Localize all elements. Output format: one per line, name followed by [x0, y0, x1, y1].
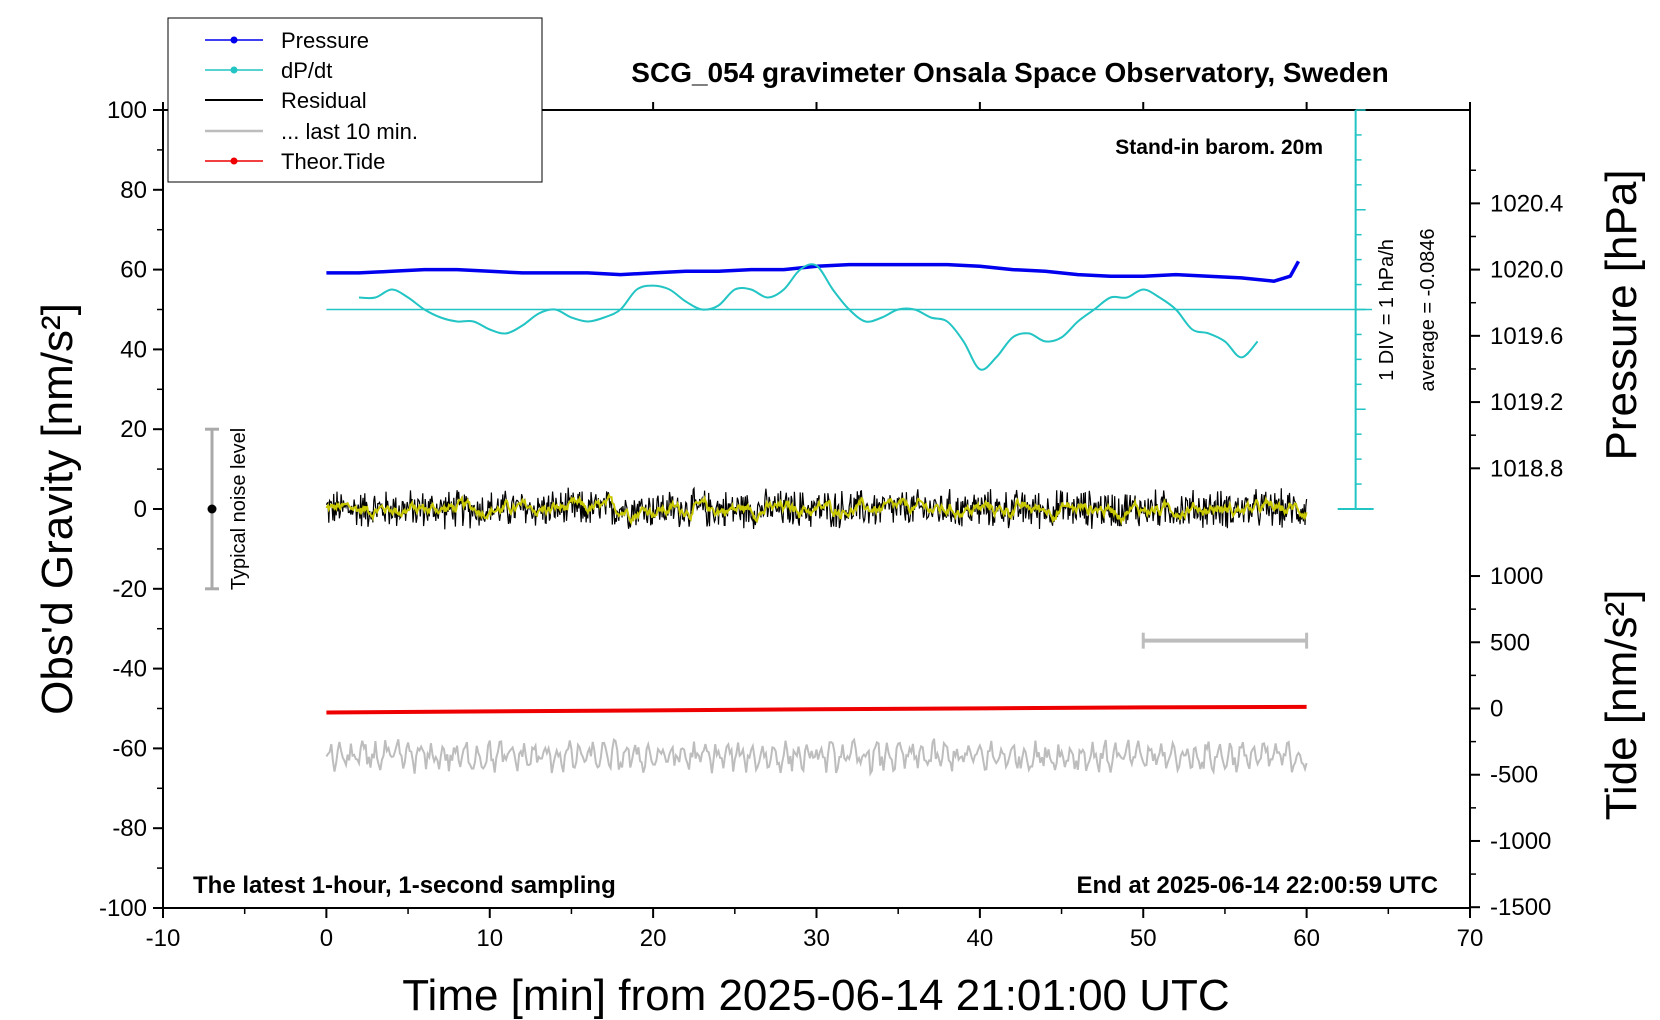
- series-layer: [205, 109, 1374, 777]
- y-axis-title-left: Obs'd Gravity [nm/s²]: [33, 303, 82, 715]
- tide-line: [326, 704, 1307, 715]
- legend-dot-pressure: [230, 36, 238, 44]
- y-axis-title-tide: Tide [nm/s²]: [1597, 590, 1646, 821]
- pressure-tick-label: 1018.8: [1490, 455, 1563, 482]
- y-tick-label: -20: [112, 576, 147, 603]
- y-tick-label: 60: [120, 257, 147, 284]
- y-tick-label: 0: [134, 496, 147, 523]
- x-tick-label: 30: [803, 925, 830, 952]
- y-tick-label: 20: [120, 416, 147, 443]
- legend-label-last10: ... last 10 min.: [281, 119, 418, 144]
- y-tick-label: -100: [99, 895, 147, 922]
- tide-tick-label: 1000: [1490, 563, 1543, 590]
- y-tick-label: -80: [112, 815, 147, 842]
- x-tick-label: 70: [1457, 925, 1484, 952]
- latest-note: The latest 1-hour, 1-second sampling: [193, 872, 616, 899]
- legend-label-tide: Theor.Tide: [281, 149, 385, 174]
- noise-label: Typical noise level: [228, 428, 250, 590]
- x-tick-label: 60: [1293, 925, 1320, 952]
- dpdt-line: [358, 263, 1259, 371]
- y-tick-label: -40: [112, 656, 147, 683]
- y-tick-label: 80: [120, 177, 147, 204]
- noise-bar-center: [207, 504, 217, 514]
- pressure-tick-label: 1019.2: [1490, 389, 1563, 416]
- legend-label-dpdt: dP/dt: [281, 58, 332, 83]
- average-label: average = -0.0846: [1417, 229, 1439, 392]
- y-tick-label: 40: [120, 336, 147, 363]
- y-tick-label: 100: [107, 97, 147, 124]
- residual-smooth-line: [325, 492, 1308, 526]
- legend-label-pressure: Pressure: [281, 28, 369, 53]
- x-tick-label: 40: [967, 925, 994, 952]
- last10-line: [325, 737, 1308, 777]
- legend-dot-tide: [230, 157, 238, 165]
- x-tick-label: 0: [320, 925, 333, 952]
- end-note: End at 2025-06-14 22:00:59 UTC: [1077, 872, 1439, 899]
- ticks-layer: -10 0 10 20 30 40 50 60 70100806040200-20-40-60-…: [99, 97, 1563, 952]
- x-axis-title: Time [min] from 2025-06-14 21:01:00 UTC: [402, 971, 1229, 1020]
- x-tick-label: 50: [1130, 925, 1157, 952]
- barometer-note: Stand-in barom. 20m: [1115, 136, 1323, 159]
- tide-tick-label: -1500: [1490, 894, 1551, 921]
- tide-tick-label: 500: [1490, 629, 1530, 656]
- chart-title: SCG_054 gravimeter Onsala Space Observat…: [631, 57, 1388, 88]
- x-tick-label: 10: [476, 925, 503, 952]
- pressure-tick-label: 1020.4: [1490, 190, 1563, 217]
- legend-label-residual: Residual: [281, 88, 367, 113]
- div-label: 1 DIV = 1 hPa/h: [1376, 239, 1398, 381]
- pressure-tick-label: 1020.0: [1490, 257, 1563, 284]
- tide-tick-label: 0: [1490, 696, 1503, 723]
- legend: Pressure dP/dt Residual ... last 10 min.…: [167, 17, 543, 183]
- tide-tick-label: -1000: [1490, 828, 1551, 855]
- x-tick-label: -10: [146, 925, 181, 952]
- pressure-tick-label: 1019.6: [1490, 323, 1563, 350]
- tide-tick-label: -500: [1490, 762, 1538, 789]
- legend-dot-dpdt: [230, 66, 238, 74]
- y-axis-title-pressure: Pressure [hPa]: [1597, 169, 1646, 460]
- x-tick-label: 20: [640, 925, 667, 952]
- pressure-line: [326, 260, 1301, 283]
- y-tick-label: -60: [112, 735, 147, 762]
